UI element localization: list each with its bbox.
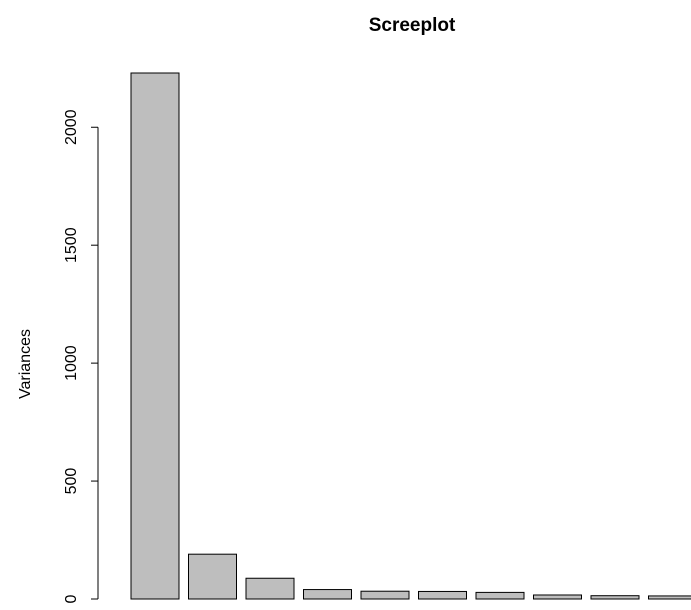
y-tick-label: 1000 — [63, 345, 80, 381]
bar — [188, 553, 237, 600]
bars-group — [130, 72, 691, 600]
chart-title: Screeplot — [369, 15, 456, 36]
y-axis-label: Variances — [17, 329, 34, 399]
y-tick-label: 0 — [63, 594, 80, 603]
y-tick-label: 2000 — [63, 109, 80, 145]
bar — [533, 594, 582, 600]
bar — [303, 589, 352, 600]
bar — [648, 595, 691, 600]
bar — [245, 577, 295, 600]
bar — [360, 590, 410, 600]
bar — [418, 590, 467, 600]
y-tick-label: 500 — [63, 468, 80, 495]
bar — [130, 72, 180, 600]
y-axis: 0 500 1000 1500 2000 — [63, 109, 99, 603]
bar — [590, 595, 640, 600]
bar — [475, 591, 525, 600]
y-tick-label: 1500 — [63, 227, 80, 263]
